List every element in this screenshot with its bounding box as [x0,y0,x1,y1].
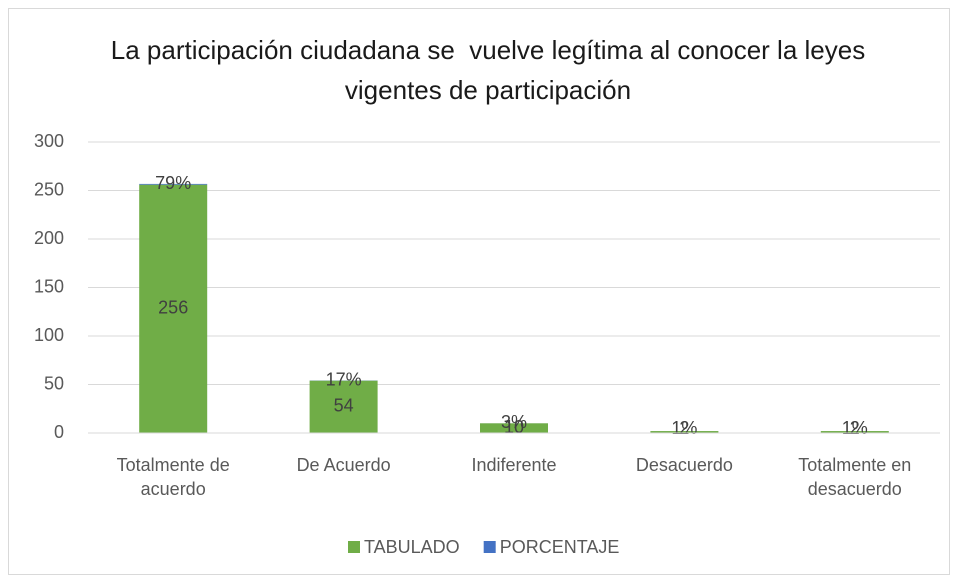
legend-swatch [348,541,360,553]
legend-label: PORCENTAJE [500,537,620,557]
chart-title: La participación ciudadana se vuelve leg… [110,35,873,105]
bar-segment [139,184,208,433]
data-label: 3% [501,412,527,432]
bar-segment [480,423,548,433]
data-label: 2 [850,418,860,438]
data-label: 79% [155,173,191,193]
y-tick-label: 0 [54,422,64,442]
bar-segment [820,431,889,433]
data-label: 256 [158,298,188,318]
data-label: 17% [326,369,362,389]
data-label: 2 [679,418,689,438]
y-tick-label: 200 [34,228,64,248]
y-tick-label: 100 [34,325,64,345]
y-tick-label: 300 [34,131,64,151]
data-label: 54 [334,396,354,416]
x-tick-label: De Acuerdo [296,455,391,475]
x-tick-label: Desacuerdo [635,455,733,475]
bar-segment [650,431,719,433]
x-tick-label: Indiferente [471,455,557,475]
bar-segment [309,380,378,433]
y-tick-label: 250 [34,179,64,199]
legend-label: TABULADO [364,537,460,557]
data-label: 1% [671,418,697,438]
x-tick-label: Totalmente de acuerdo [116,455,230,499]
legend-swatch [483,541,496,553]
y-tick-label: 150 [34,276,64,296]
data-label: 10 [504,417,524,437]
y-tick-label: 50 [44,373,64,393]
data-label: 1% [842,418,868,438]
bar-segment [139,183,208,185]
x-tick-label: Totalmente en desacuerdo [798,455,912,499]
